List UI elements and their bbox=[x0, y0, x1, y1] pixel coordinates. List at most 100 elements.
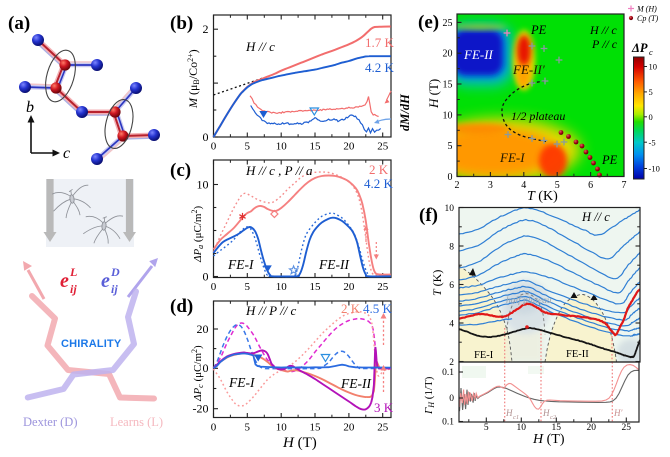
svg-text:half plateau: half plateau bbox=[506, 295, 552, 306]
svg-text:H // P // c: H // P // c bbox=[245, 303, 297, 318]
svg-text:15: 15 bbox=[310, 281, 322, 293]
svg-text:2 K: 2 K bbox=[369, 162, 389, 177]
svg-text:5: 5 bbox=[649, 87, 653, 97]
svg-text:PE: PE bbox=[530, 23, 547, 37]
svg-text:ΔPa (μC/m2): ΔPa (μC/m2) bbox=[190, 206, 205, 263]
svg-text:2: 2 bbox=[449, 358, 454, 368]
svg-text:4.2 K: 4.2 K bbox=[364, 176, 394, 191]
svg-text:2: 2 bbox=[203, 22, 209, 36]
svg-text:(d): (d) bbox=[170, 296, 193, 317]
svg-text:20: 20 bbox=[443, 49, 453, 60]
svg-text:P // c: P // c bbox=[591, 37, 618, 51]
svg-text:0: 0 bbox=[211, 141, 217, 153]
svg-text:15: 15 bbox=[443, 80, 453, 91]
svg-text:H (T): H (T) bbox=[282, 435, 317, 451]
svg-text:CHIRALITY: CHIRALITY bbox=[61, 338, 122, 350]
svg-text:0: 0 bbox=[211, 281, 217, 293]
svg-text:20: 20 bbox=[343, 281, 355, 293]
svg-text:0: 0 bbox=[449, 394, 454, 404]
svg-text:3: 3 bbox=[488, 180, 493, 191]
svg-text:10: 10 bbox=[443, 110, 453, 121]
svg-text:(a): (a) bbox=[8, 13, 30, 34]
svg-text:10: 10 bbox=[197, 177, 209, 191]
svg-text:0: 0 bbox=[211, 422, 217, 434]
svg-text:10: 10 bbox=[276, 422, 288, 434]
svg-text:25: 25 bbox=[443, 18, 453, 29]
svg-text:FE-II: FE-II bbox=[340, 376, 372, 391]
svg-text:5: 5 bbox=[245, 422, 251, 434]
svg-text:5: 5 bbox=[448, 141, 453, 152]
svg-text:H: H bbox=[505, 408, 513, 418]
svg-text:c1: c1 bbox=[513, 414, 519, 421]
svg-text:4: 4 bbox=[449, 319, 454, 329]
svg-text:-20: -20 bbox=[193, 402, 209, 416]
svg-text:H (T): H (T) bbox=[532, 432, 565, 447]
svg-text:e: e bbox=[101, 270, 110, 292]
svg-text:FE-I: FE-I bbox=[228, 375, 256, 390]
svg-text:c: c bbox=[63, 145, 70, 162]
svg-text:ij: ij bbox=[111, 282, 118, 296]
svg-text:0.1: 0.1 bbox=[442, 368, 454, 378]
svg-text:T (K): T (K) bbox=[430, 270, 444, 296]
svg-text:7: 7 bbox=[622, 180, 627, 191]
svg-text:FE-I: FE-I bbox=[499, 150, 525, 165]
svg-text:5: 5 bbox=[245, 281, 251, 293]
svg-text:1.7 K: 1.7 K bbox=[365, 35, 395, 50]
svg-text:8: 8 bbox=[449, 242, 454, 252]
svg-text:H // c , P // a: H // c , P // a bbox=[245, 163, 313, 178]
svg-text:20: 20 bbox=[197, 322, 209, 336]
svg-text:2 K: 2 K bbox=[341, 301, 361, 316]
svg-text:(c): (c) bbox=[170, 160, 191, 181]
svg-text:(f): (f) bbox=[419, 205, 438, 226]
svg-text:-10: -10 bbox=[649, 164, 660, 174]
svg-text:25: 25 bbox=[377, 281, 389, 293]
svg-text:20: 20 bbox=[587, 423, 597, 433]
svg-text:6: 6 bbox=[588, 180, 593, 191]
svg-text:15: 15 bbox=[552, 423, 562, 433]
svg-text:4.5 K: 4.5 K bbox=[363, 301, 393, 316]
svg-text:ΓH (1/T): ΓH (1/T) bbox=[423, 376, 436, 415]
svg-text:1/2 plateau: 1/2 plateau bbox=[511, 109, 565, 123]
svg-text:15: 15 bbox=[310, 422, 322, 434]
svg-text:H: H bbox=[542, 408, 550, 418]
svg-text:e: e bbox=[60, 270, 69, 292]
svg-text:25: 25 bbox=[622, 423, 632, 433]
svg-text:25: 25 bbox=[377, 141, 389, 153]
svg-text:c: c bbox=[649, 47, 653, 57]
svg-text:6: 6 bbox=[449, 281, 454, 291]
svg-text:20: 20 bbox=[343, 422, 355, 434]
svg-text:5: 5 bbox=[555, 180, 560, 191]
svg-text:ij: ij bbox=[70, 282, 77, 296]
svg-text:2: 2 bbox=[455, 180, 460, 191]
svg-text:20: 20 bbox=[343, 141, 355, 153]
svg-text:15: 15 bbox=[310, 141, 322, 153]
svg-text:(b): (b) bbox=[170, 13, 193, 34]
svg-text:(e): (e) bbox=[418, 12, 439, 33]
svg-text:10: 10 bbox=[517, 423, 527, 433]
svg-text:H // c: H // c bbox=[589, 23, 617, 37]
svg-text:0: 0 bbox=[203, 269, 209, 283]
svg-text:10: 10 bbox=[649, 62, 658, 72]
svg-text:ΔP: ΔP bbox=[631, 41, 648, 55]
svg-text:0: 0 bbox=[203, 361, 209, 375]
svg-text:FE-I: FE-I bbox=[474, 350, 494, 361]
svg-text:H (T): H (T) bbox=[426, 79, 441, 109]
svg-text:L: L bbox=[69, 265, 77, 279]
svg-text:5: 5 bbox=[245, 141, 251, 153]
svg-text:PE: PE bbox=[601, 153, 618, 167]
svg-text:H // c: H // c bbox=[245, 39, 275, 54]
svg-text:FE-II′: FE-II′ bbox=[512, 62, 545, 77]
svg-text:0: 0 bbox=[203, 130, 209, 144]
svg-text:5: 5 bbox=[484, 423, 489, 433]
svg-text:H // c: H // c bbox=[581, 210, 610, 224]
svg-text:b: b bbox=[26, 99, 34, 116]
svg-text:dM/dH: dM/dH bbox=[398, 93, 412, 131]
svg-text:3 K: 3 K bbox=[374, 400, 394, 415]
svg-text:Learns (L): Learns (L) bbox=[110, 415, 163, 429]
svg-text:4: 4 bbox=[521, 180, 526, 191]
svg-text:25: 25 bbox=[377, 422, 389, 434]
svg-text:0: 0 bbox=[649, 112, 653, 122]
svg-text:D: D bbox=[110, 265, 120, 279]
svg-text:M (μB/Co2+): M (μB/Co2+) bbox=[186, 49, 201, 109]
svg-text:FE-II: FE-II bbox=[463, 47, 494, 62]
